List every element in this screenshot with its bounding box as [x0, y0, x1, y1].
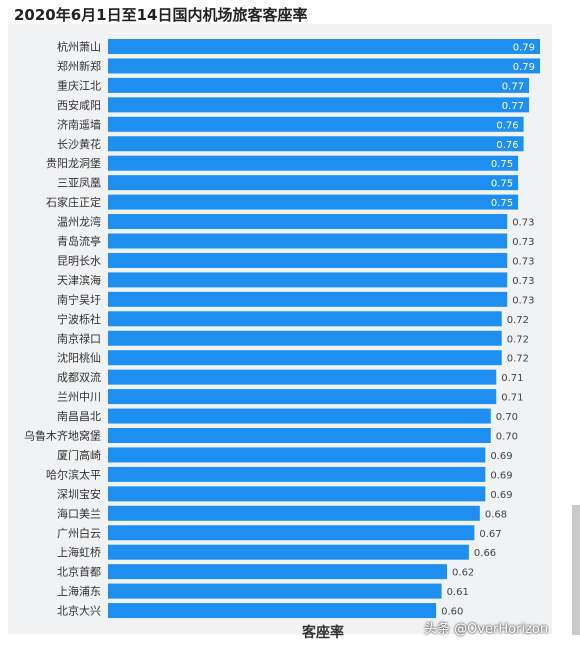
data-label: 0.75: [491, 159, 513, 170]
bar: [108, 428, 491, 443]
chart-title: 2020年6月1日至14日国内机场旅客客座率: [14, 6, 308, 24]
data-label: 0.76: [496, 120, 518, 131]
category-label: 南京禄口: [57, 331, 101, 345]
data-label: 0.68: [485, 509, 507, 520]
bar: [108, 58, 540, 74]
data-label: 0.62: [452, 568, 474, 579]
bar: [108, 97, 530, 113]
category-label: 上海浦东: [57, 584, 101, 598]
category-label: 广州白云: [57, 526, 101, 540]
bar: [108, 214, 508, 230]
category-label: 天津滨海: [57, 273, 101, 287]
category-label: 厦门高崎: [57, 448, 101, 462]
category-label: 哈尔滨太平: [46, 467, 101, 481]
bar: [108, 408, 491, 424]
data-label: 0.69: [490, 490, 512, 501]
data-label: 0.75: [491, 179, 513, 190]
data-label: 0.77: [502, 81, 524, 92]
chart-panel: 杭州萧山 0.79 郑州新郑 0.79 重庆江北 0.77 西安咸阳 0.77 济南遥墙 0.76…: [8, 24, 552, 634]
watermark: 头条 @OverHorizon: [424, 622, 549, 637]
category-label: 兰州中川: [57, 391, 101, 404]
category-label: 上海虹桥: [57, 545, 101, 559]
data-label: 0.72: [507, 315, 529, 326]
category-label: 海口美兰: [57, 506, 101, 520]
data-label: 0.61: [447, 587, 469, 598]
category-label: 温州龙湾: [57, 215, 101, 229]
category-label: 成都双流: [57, 370, 101, 384]
bar: [108, 272, 508, 288]
data-label: 0.70: [496, 432, 518, 443]
data-label: 0.60: [441, 607, 463, 618]
bar: [108, 564, 448, 580]
bar: [108, 311, 502, 327]
bar: [108, 389, 497, 405]
bar: [108, 447, 486, 463]
category-label: 济南遥墙: [57, 117, 101, 131]
data-label: 0.69: [490, 470, 512, 481]
bar: [108, 194, 519, 210]
data-label: 0.79: [513, 43, 535, 54]
data-label: 0.72: [507, 354, 529, 365]
data-label: 0.73: [512, 218, 534, 229]
data-label: 0.73: [512, 276, 534, 287]
bar: [108, 350, 502, 366]
bar: [108, 369, 497, 385]
data-label: 0.73: [512, 295, 534, 306]
bar: [108, 155, 519, 171]
side-strip: [572, 505, 580, 635]
category-label: 南昌昌北: [57, 410, 101, 423]
category-label: 沈阳桃仙: [57, 351, 101, 365]
category-label: 南宁吴圩: [57, 292, 101, 306]
category-label: 青岛流亭: [57, 234, 101, 248]
bar: [108, 583, 442, 599]
bar: [108, 330, 502, 346]
category-label: 贵阳龙洞堡: [46, 156, 101, 170]
data-label: 0.72: [507, 334, 529, 345]
category-label: 石家庄正定: [46, 195, 101, 209]
bar: [108, 525, 475, 541]
category-label: 长沙黄花: [57, 137, 101, 151]
category-label: 三亚凤凰: [57, 177, 101, 190]
category-label: 杭州萧山: [57, 40, 101, 54]
bar: [108, 544, 469, 560]
category-label: 西安咸阳: [57, 98, 101, 112]
data-label: 0.77: [502, 101, 524, 112]
category-label: 昆明长水: [57, 254, 101, 267]
category-label: 郑州新郑: [57, 59, 101, 73]
bar: [108, 233, 508, 249]
category-label: 乌鲁木齐地窝堡: [24, 429, 101, 443]
data-label: 0.71: [501, 393, 523, 404]
category-label: 重庆江北: [57, 78, 101, 92]
bar: [108, 291, 508, 307]
data-label: 0.75: [491, 198, 513, 209]
data-label: 0.71: [501, 373, 523, 384]
bar: [108, 39, 540, 54]
category-label: 北京大兴: [57, 604, 101, 618]
data-label: 0.67: [479, 529, 501, 540]
bar: [108, 486, 486, 502]
data-label: 0.69: [490, 451, 512, 462]
data-label: 0.73: [512, 237, 534, 248]
x-axis-label: 客座率: [302, 625, 344, 641]
data-label: 0.66: [474, 548, 496, 559]
data-label: 0.76: [496, 140, 518, 151]
bar: [108, 136, 524, 152]
bar: [108, 505, 480, 521]
data-label: 0.70: [496, 412, 518, 423]
bar-chart: 杭州萧山 0.79 郑州新郑 0.79 重庆江北 0.77 西安咸阳 0.77 济南遥墙 0.76…: [24, 39, 540, 619]
bar: [108, 252, 508, 268]
category-label: 北京首都: [57, 565, 101, 579]
category-label: 宁波栎社: [57, 312, 101, 326]
data-label: 0.73: [512, 256, 534, 267]
bar: [108, 603, 437, 619]
bar: [108, 466, 486, 482]
category-label: 深圳宝安: [57, 487, 101, 501]
bar: [108, 175, 519, 191]
data-label: 0.79: [513, 62, 535, 73]
bar: [108, 116, 524, 132]
bar: [108, 77, 530, 93]
